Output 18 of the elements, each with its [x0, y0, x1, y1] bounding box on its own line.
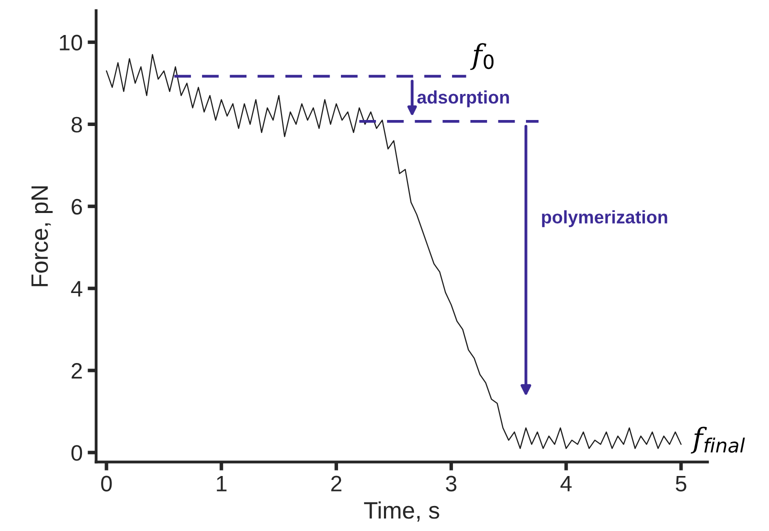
x-tick-label: 5: [676, 476, 686, 492]
y-tick-label: 4: [71, 281, 82, 296]
annotation: f$_{0}$: [470, 43, 494, 70]
y-tick-label: 10: [60, 34, 82, 50]
y-tick-label: 8: [72, 116, 82, 133]
x-axis-title: Time, s: [364, 501, 440, 522]
y-tick-label: 2: [72, 363, 82, 379]
y-axis-title: Force, pN: [32, 186, 53, 286]
x-tick-label: 1: [216, 476, 226, 492]
annotation: polymerization: [542, 210, 668, 228]
x-tick-label: 4: [560, 476, 572, 492]
annotation: f$_{final}$: [690, 426, 745, 454]
annotation: adsorption: [417, 90, 509, 108]
x-tick-label: 3: [446, 476, 456, 492]
y-tick-label: 0: [71, 445, 82, 461]
y-tick-label: 6: [72, 198, 82, 215]
x-tick-label: 0: [101, 476, 112, 492]
x-tick-label: 2: [331, 476, 342, 492]
